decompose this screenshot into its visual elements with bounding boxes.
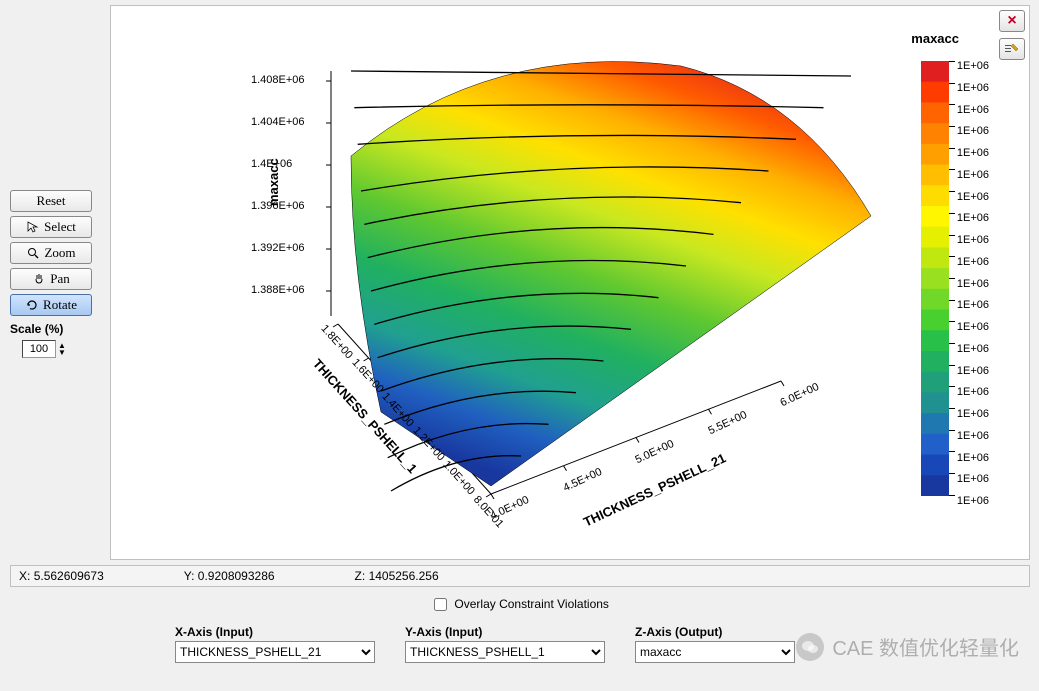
x-axis-selector[interactable]: THICKNESS_PSHELL_21 xyxy=(175,641,375,663)
scale-label: Scale (%) xyxy=(10,322,100,336)
zoom-icon xyxy=(26,246,40,260)
close-icon: × xyxy=(1007,12,1016,30)
status-x: X: 5.562609673 xyxy=(19,569,104,583)
scale-input[interactable] xyxy=(22,340,56,358)
pan-icon xyxy=(32,272,46,286)
app-window: Reset Select Zoom Pan Rotate Scale xyxy=(0,0,1039,691)
view-toolbar: Reset Select Zoom Pan Rotate Scale xyxy=(10,190,100,358)
x-axis-group: X-Axis (Input) THICKNESS_PSHELL_21 xyxy=(175,625,375,663)
axis-controls: X-Axis (Input) THICKNESS_PSHELL_21 Y-Axi… xyxy=(175,625,795,663)
y-axis-group: Y-Axis (Input) THICKNESS_PSHELL_1 xyxy=(405,625,605,663)
scale-spinner[interactable]: ▲ ▼ xyxy=(58,342,66,356)
rotate-button[interactable]: Rotate xyxy=(10,294,92,316)
overlay-checkbox[interactable] xyxy=(434,598,447,611)
watermark-text: CAE 数值优化轻量化 xyxy=(832,632,1019,661)
y-axis-selector[interactable]: THICKNESS_PSHELL_1 xyxy=(405,641,605,663)
z-axis-group: Z-Axis (Output) maxacc xyxy=(635,625,795,663)
zoom-label: Zoom xyxy=(44,245,75,261)
y-axis-selector-label: Y-Axis (Input) xyxy=(405,625,605,639)
colorbar-tickmarks xyxy=(949,61,955,516)
pan-button[interactable]: Pan xyxy=(10,268,92,290)
status-z: Z: 1405256.256 xyxy=(355,569,439,583)
rotate-icon xyxy=(25,298,39,312)
reset-button[interactable]: Reset xyxy=(10,190,92,212)
plot-settings-button[interactable] xyxy=(999,38,1025,60)
cursor-icon xyxy=(26,220,40,234)
colorbar-ticks: 1E+061E+061E+061E+061E+061E+061E+061E+06… xyxy=(957,56,989,513)
wechat-icon xyxy=(796,633,824,661)
coord-status-bar: X: 5.562609673 Y: 0.9208093286 Z: 140525… xyxy=(10,565,1030,587)
z-axis-selector-label: Z-Axis (Output) xyxy=(635,625,795,639)
plot-corner-toolbar: × xyxy=(999,10,1025,60)
surface-plot[interactable]: × maxacc 1E+061E+061E+061E+061E+061E+061… xyxy=(110,5,1030,560)
overlay-row: Overlay Constraint Violations xyxy=(0,595,1039,614)
colorbar xyxy=(921,61,949,496)
pan-label: Pan xyxy=(50,271,70,287)
select-button[interactable]: Select xyxy=(10,216,92,238)
reset-label: Reset xyxy=(37,193,66,209)
colorbar-title: maxacc xyxy=(911,31,959,46)
close-plot-button[interactable]: × xyxy=(999,10,1025,32)
settings-icon xyxy=(1004,42,1020,56)
z-axis-selector[interactable]: maxacc xyxy=(635,641,795,663)
zoom-button[interactable]: Zoom xyxy=(10,242,92,264)
watermark: CAE 数值优化轻量化 xyxy=(796,632,1019,661)
surface-canvas xyxy=(151,16,911,536)
x-axis-selector-label: X-Axis (Input) xyxy=(175,625,375,639)
overlay-checkbox-label[interactable]: Overlay Constraint Violations xyxy=(430,597,609,611)
status-y: Y: 0.9208093286 xyxy=(184,569,275,583)
select-label: Select xyxy=(44,219,76,235)
rotate-label: Rotate xyxy=(43,297,77,313)
scale-control: ▲ ▼ xyxy=(22,340,100,358)
spinner-down-icon: ▼ xyxy=(58,349,66,356)
